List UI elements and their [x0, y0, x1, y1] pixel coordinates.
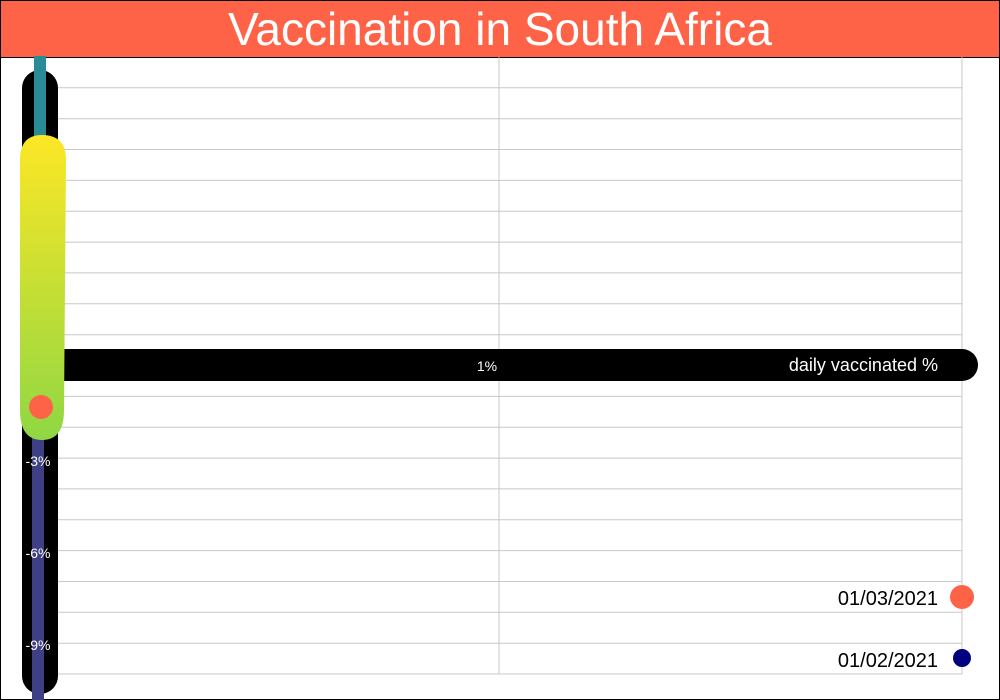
y-tick-label: -9% — [26, 637, 51, 653]
y-tick-label: -6% — [26, 545, 51, 561]
legend-marker — [953, 649, 971, 667]
marker-point — [29, 395, 53, 419]
legend-label: 01/03/2021 — [838, 588, 938, 610]
grid-lines — [30, 57, 963, 675]
chart-title: Vaccination in South Africa — [228, 3, 772, 55]
x-tick-label: 1% — [477, 358, 497, 374]
legend-label: 01/02/2021 — [838, 650, 938, 672]
y-tick-label: -3% — [26, 453, 51, 469]
x-axis-title: daily vaccinated % — [789, 355, 938, 375]
title-bar: Vaccination in South Africa — [1, 1, 999, 58]
legend: 01/03/2021 01/02/2021 — [838, 585, 974, 672]
legend-marker — [950, 585, 974, 609]
blob-series — [20, 135, 66, 440]
